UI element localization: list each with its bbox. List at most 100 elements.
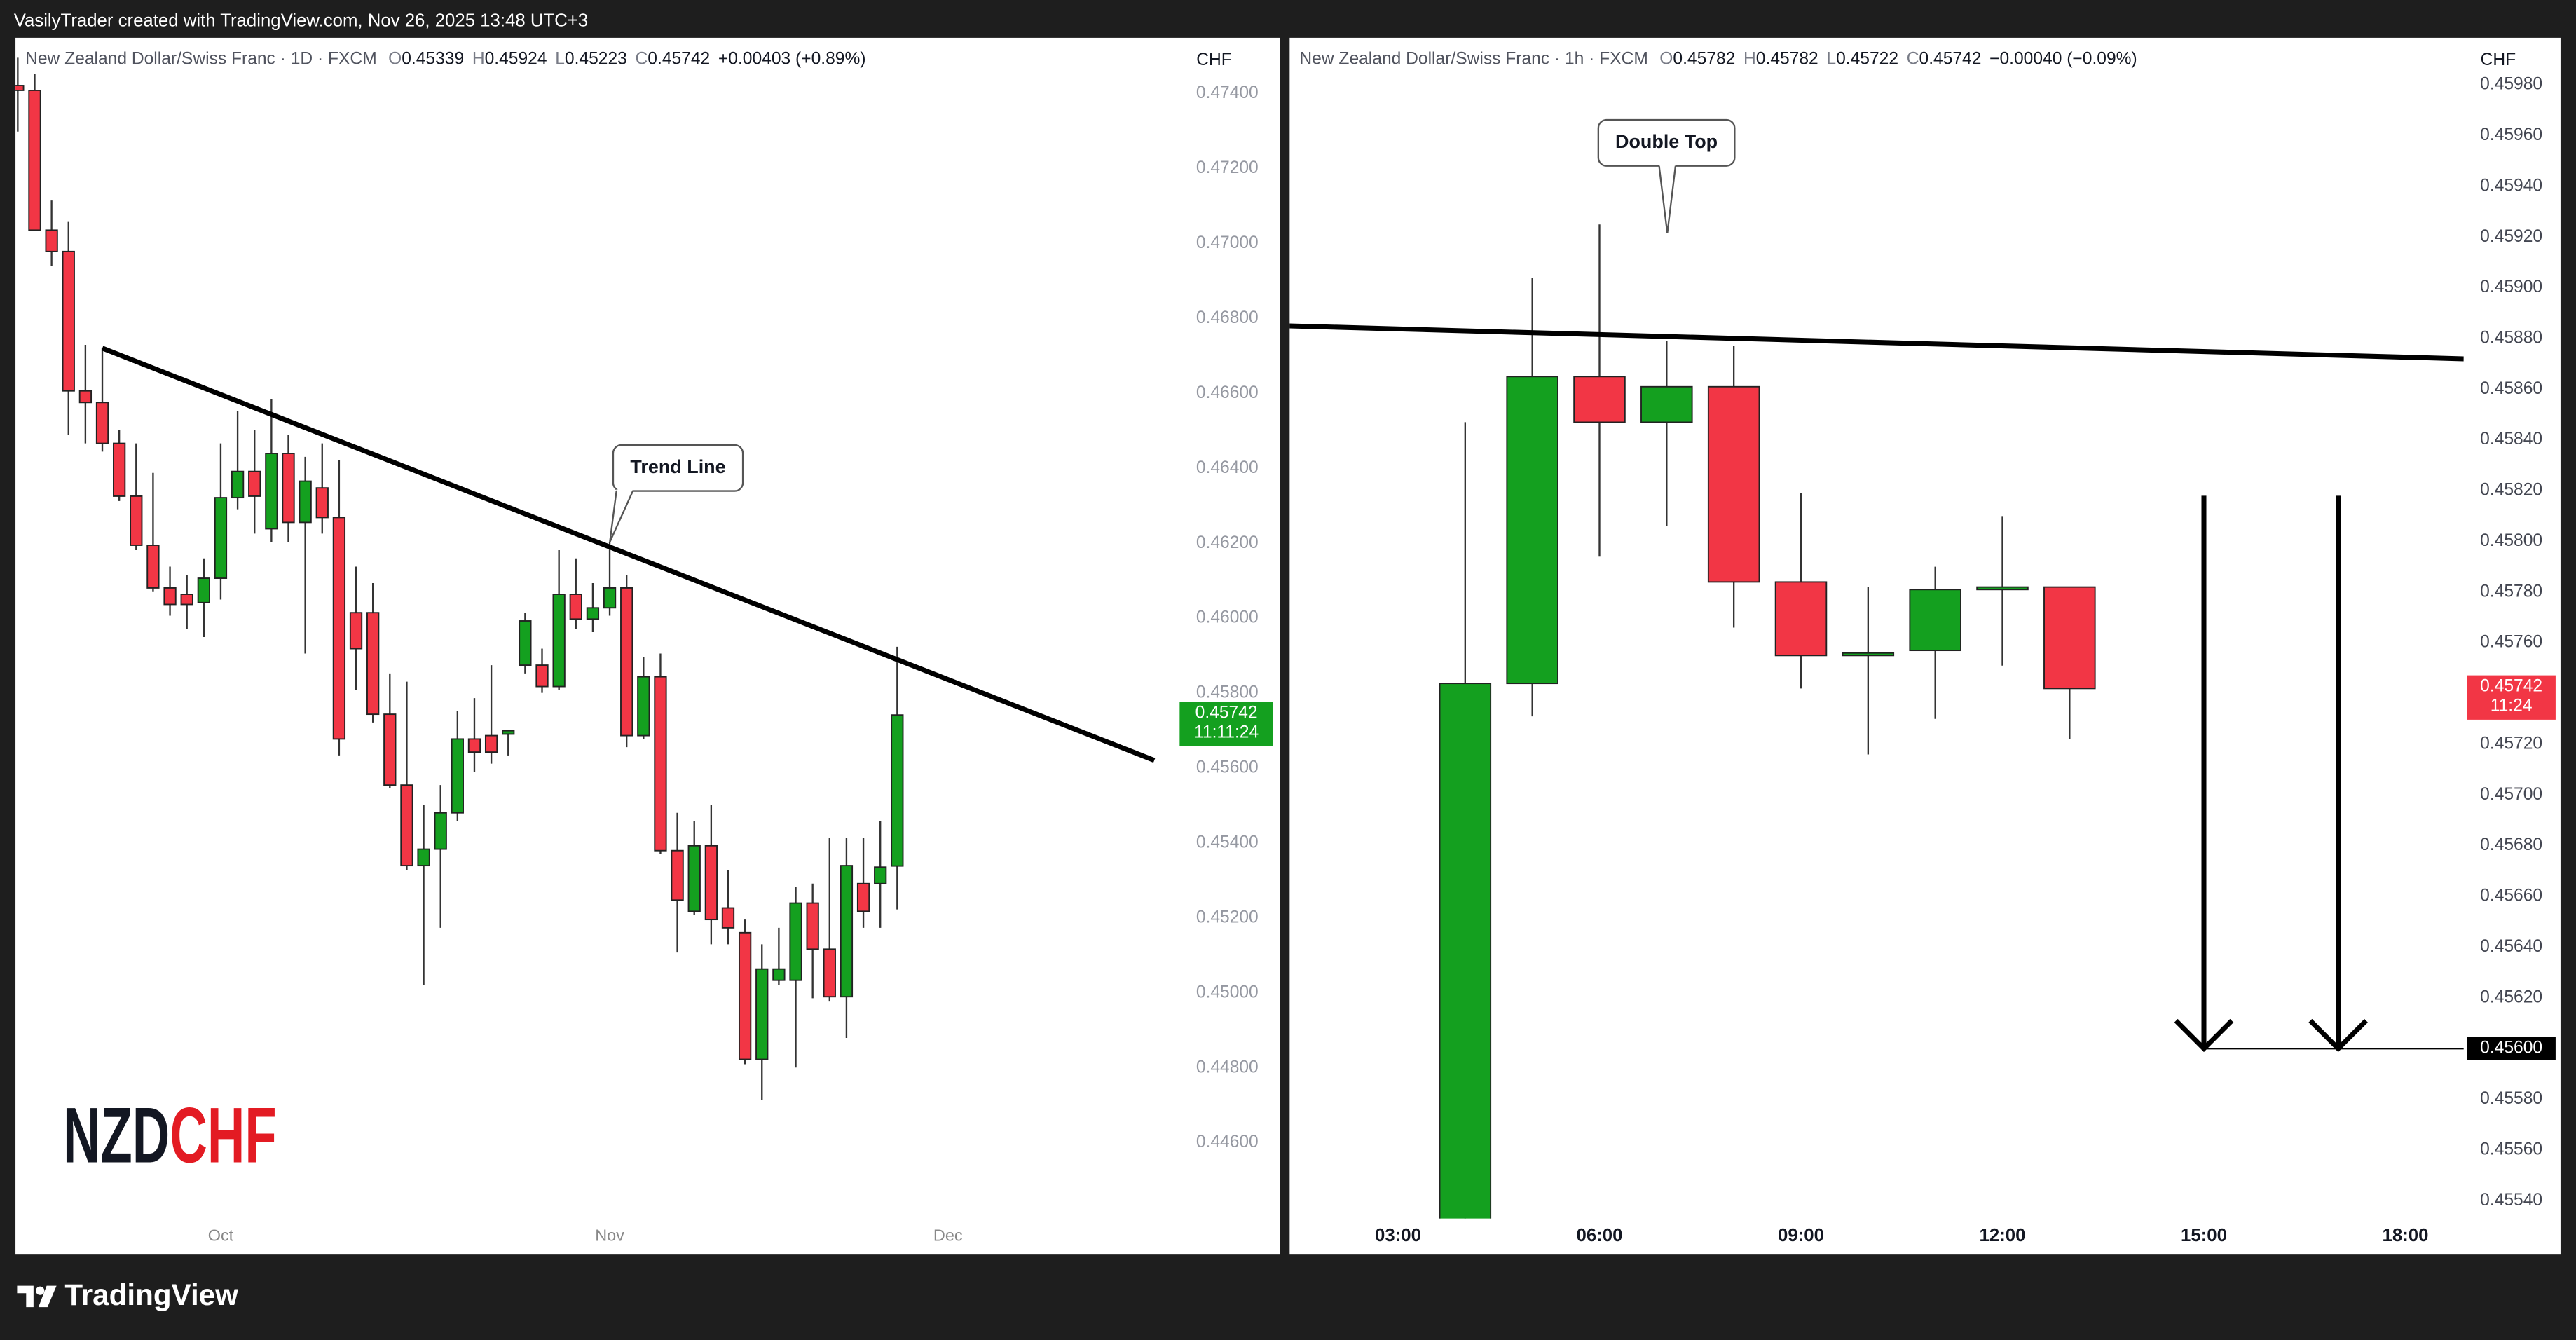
y-tick-label: 0.45640 [2480,937,2542,956]
candle-body [467,738,481,753]
candle-body [1707,385,1760,583]
candle-body [434,812,447,850]
candle-body [1976,586,2029,591]
candle-body [113,442,126,497]
candle-body [197,577,210,603]
candle-body [891,714,904,867]
candle-body [299,480,312,524]
candle-body [671,849,684,901]
x-tick-label: Oct [208,1226,234,1245]
y-tick-label: 0.45820 [2480,481,2542,500]
candle-body [78,390,93,404]
candle-body [366,612,380,716]
plot-area [15,57,1156,1100]
y-tick-label: 0.46000 [1196,608,1259,627]
plot-area [1289,224,2464,1219]
candle-body [349,612,363,650]
header-caption: VasilyTrader created with TradingView.co… [14,11,588,30]
candle-body [654,676,667,852]
legend-value: 0.45722 [1836,49,1898,68]
candle-body [1640,385,1693,423]
candle-body [231,470,245,499]
candle-body [1909,589,1961,652]
panel-background [15,37,1280,1255]
x-tick-label: Dec [933,1226,963,1245]
candle-body [45,229,58,252]
y-tick-label: 0.45800 [1196,683,1259,702]
candle-body [789,902,802,981]
y-tick-label: 0.46800 [1196,308,1259,327]
candle-body [620,587,633,737]
brand-name: TradingView [64,1278,238,1311]
callout-pointer-fill [1659,164,1676,233]
candle-body [519,620,532,666]
y-tick-label: 0.46600 [1196,383,1259,402]
candle-body [383,713,397,786]
annotation: Trend Line [630,456,725,477]
candle-body [704,845,718,921]
y-tick-label: 0.45660 [2480,887,2542,905]
watermark-base: NZD [63,1091,170,1179]
candle-body [451,738,464,814]
candle-body [180,594,193,606]
legend-key: C [1907,49,1919,68]
y-tick-label: 0.46200 [1196,533,1259,552]
watermark: NZDCHF [63,1091,277,1179]
callout-box [612,444,744,492]
candle-body [1573,376,1626,423]
legend-value: 0.45742 [648,49,710,68]
candle-body [417,848,430,867]
candle-body [484,734,498,753]
y-tick-label: 0.44800 [1196,1058,1259,1076]
chart-legend: New Zealand Dollar/Swiss Franc · 1D · FX… [25,49,865,68]
candle-body [535,664,549,688]
currency-label: CHF [1196,50,1232,69]
candle-body [2043,586,2096,690]
candle-body [502,730,515,735]
x-tick-label: 18:00 [2383,1226,2429,1245]
x-tick-label: Nov [595,1226,624,1245]
legend-value: 0.45742 [1919,49,1982,68]
legend-value: 0.45782 [1673,49,1735,68]
callout-pointer [1658,165,1677,233]
candle-body [130,495,143,546]
last-price-tag [2467,675,2556,720]
y-tick-label: 0.47000 [1196,233,1259,252]
last-price-tag [1179,702,1273,746]
candle-body [28,90,41,231]
candle-body [1842,652,1895,657]
y-tick-label: 0.45620 [2480,987,2542,1006]
currency-label: CHF [2481,50,2516,69]
candle-body [840,865,854,998]
candle-body [62,250,75,392]
candle-body [15,85,25,91]
legend-key: L [555,49,565,68]
candle-body [738,931,752,1060]
y-tick-label: 0.45400 [1196,833,1259,852]
candle-body [552,594,566,688]
chart-panel: NZDCHF 0.446000.448000.450000.452000.4540… [15,37,1280,1255]
candle-body [146,545,160,589]
candle-body [282,453,295,524]
candle-body [772,968,786,981]
legend-change: +0.00403 (+0.89%) [718,49,866,68]
last-price-label: 0.45742 [2480,677,2542,696]
y-tick-label: 0.45840 [2480,430,2542,449]
legend-value: 0.45339 [402,49,464,68]
y-tick-label: 0.45720 [2480,734,2542,753]
legend-change: −0.00040 (−0.09%) [1989,49,2137,68]
y-tick-label: 0.45780 [2480,582,2542,601]
chart-title: New Zealand Dollar/Swiss Franc · 1h · FX… [1299,49,1647,68]
trend-line [101,346,1156,763]
y-tick-label: 0.45000 [1196,983,1259,1001]
trend-line [1289,323,2464,362]
legend-key: O [1659,49,1673,68]
candle-body [586,607,600,620]
candle-body [1774,581,1828,657]
candle-body [265,453,278,530]
y-tick-label: 0.47200 [1196,158,1259,177]
logo-icon [38,1285,57,1308]
candle-body [856,882,870,912]
arrowhead [2174,1018,2234,1053]
